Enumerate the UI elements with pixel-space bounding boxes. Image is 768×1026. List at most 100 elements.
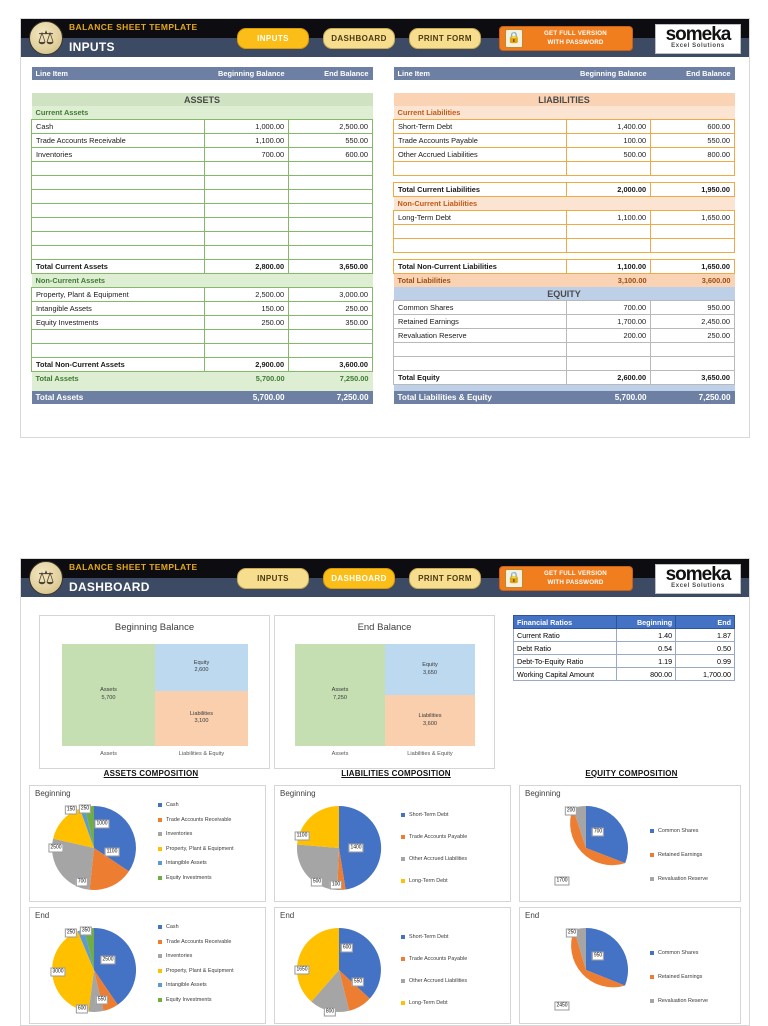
row-end[interactable]: 600.00 [288, 147, 373, 162]
row-beg[interactable]: 100.00 [566, 133, 652, 148]
row-end[interactable] [650, 356, 735, 371]
row-item[interactable] [30, 203, 206, 218]
table-row[interactable] [30, 175, 373, 190]
row-end[interactable]: 600.00 [650, 119, 735, 134]
table-row[interactable]: Intangible Assets 150.00 250.00 [30, 301, 373, 316]
table-row[interactable] [30, 231, 373, 246]
get-full-version-button[interactable]: 🔒 GET FULL VERSION WITH PASSWORD [499, 566, 633, 591]
row-beg[interactable] [204, 203, 290, 218]
row-item[interactable]: Property, Plant & Equipment [30, 287, 206, 302]
row-end[interactable] [650, 238, 735, 253]
row-beg[interactable]: 700.00 [566, 300, 652, 315]
row-end[interactable] [288, 231, 373, 246]
row-beg[interactable] [204, 231, 290, 246]
row-item[interactable] [30, 217, 206, 232]
row-end[interactable] [288, 343, 373, 358]
row-end[interactable] [650, 342, 735, 357]
row-item[interactable]: Long-Term Debt [392, 210, 568, 225]
table-row[interactable]: Property, Plant & Equipment 2,500.00 3,0… [30, 287, 373, 302]
row-item[interactable]: Common Shares [392, 300, 568, 315]
row-item[interactable] [30, 189, 206, 204]
nav-button-dashboard[interactable]: DASHBOARD [323, 568, 395, 589]
row-end[interactable]: 3,000.00 [288, 287, 373, 302]
table-row[interactable]: Trade Accounts Receivable 1,100.00 550.0… [30, 133, 373, 148]
nav-button-inputs[interactable]: INPUTS [237, 568, 309, 589]
table-row[interactable]: Inventories 700.00 600.00 [30, 147, 373, 162]
row-beg[interactable] [566, 161, 652, 176]
row-beg[interactable]: 500.00 [566, 147, 652, 162]
row-end[interactable]: 550.00 [650, 133, 735, 148]
row-item[interactable] [392, 224, 568, 239]
row-item[interactable]: Retained Earnings [392, 314, 568, 329]
row-item[interactable]: Trade Accounts Receivable [30, 133, 206, 148]
table-row[interactable]: Revaluation Reserve 200.00 250.00 [392, 328, 735, 343]
row-item[interactable] [392, 161, 568, 176]
nav-button-print-form[interactable]: PRINT FORM [409, 568, 481, 589]
row-beg[interactable]: 700.00 [204, 147, 290, 162]
table-row[interactable]: Long-Term Debt 1,100.00 1,650.00 [392, 210, 735, 225]
row-end[interactable] [288, 175, 373, 190]
row-item[interactable]: Short-Term Debt [392, 119, 568, 134]
table-row[interactable] [30, 189, 373, 204]
table-row[interactable] [392, 356, 735, 371]
row-beg[interactable]: 1,700.00 [566, 314, 652, 329]
row-beg[interactable] [204, 175, 290, 190]
table-row[interactable]: Equity Investments 250.00 350.00 [30, 315, 373, 330]
row-item[interactable] [30, 329, 206, 344]
row-item[interactable] [392, 238, 568, 253]
table-row[interactable] [30, 245, 373, 260]
get-full-version-button[interactable]: 🔒 GET FULL VERSION WITH PASSWORD [499, 26, 633, 51]
row-beg[interactable]: 1,000.00 [204, 119, 290, 134]
row-item[interactable] [30, 231, 206, 246]
row-beg[interactable]: 1,400.00 [566, 119, 652, 134]
row-beg[interactable]: 200.00 [566, 328, 652, 343]
row-beg[interactable] [204, 329, 290, 344]
row-item[interactable] [392, 356, 568, 371]
row-beg[interactable] [566, 342, 652, 357]
table-row[interactable] [392, 161, 735, 176]
table-row[interactable]: Retained Earnings 1,700.00 2,450.00 [392, 314, 735, 329]
row-beg[interactable] [566, 224, 652, 239]
row-beg[interactable] [204, 161, 290, 176]
row-end[interactable]: 350.00 [288, 315, 373, 330]
row-item[interactable]: Cash [30, 119, 206, 134]
row-end[interactable]: 950.00 [650, 300, 735, 315]
row-item[interactable]: Intangible Assets [30, 301, 206, 316]
table-row[interactable] [392, 238, 735, 253]
nav-button-inputs[interactable]: INPUTS [237, 28, 309, 49]
row-item[interactable]: Revaluation Reserve [392, 328, 568, 343]
table-row[interactable]: Short-Term Debt 1,400.00 600.00 [392, 119, 735, 134]
row-end[interactable]: 250.00 [288, 301, 373, 316]
row-item[interactable] [30, 245, 206, 260]
row-end[interactable] [288, 217, 373, 232]
table-row[interactable] [30, 329, 373, 344]
row-beg[interactable]: 2,500.00 [204, 287, 290, 302]
table-row[interactable] [392, 224, 735, 239]
table-row[interactable]: Common Shares 700.00 950.00 [392, 300, 735, 315]
row-beg[interactable] [204, 189, 290, 204]
table-row[interactable] [30, 343, 373, 358]
row-end[interactable] [650, 224, 735, 239]
row-beg[interactable] [204, 217, 290, 232]
table-row[interactable] [30, 217, 373, 232]
row-end[interactable]: 550.00 [288, 133, 373, 148]
row-beg[interactable]: 250.00 [204, 315, 290, 330]
row-beg[interactable] [204, 343, 290, 358]
nav-button-dashboard[interactable]: DASHBOARD [323, 28, 395, 49]
row-end[interactable] [288, 245, 373, 260]
row-beg[interactable] [566, 238, 652, 253]
nav-button-print-form[interactable]: PRINT FORM [409, 28, 481, 49]
row-item[interactable] [30, 175, 206, 190]
row-beg[interactable] [566, 356, 652, 371]
row-beg[interactable]: 1,100.00 [204, 133, 290, 148]
table-row[interactable]: Trade Accounts Payable 100.00 550.00 [392, 133, 735, 148]
row-end[interactable] [288, 161, 373, 176]
table-row[interactable]: Cash 1,000.00 2,500.00 [30, 119, 373, 134]
row-beg[interactable]: 1,100.00 [566, 210, 652, 225]
row-end[interactable]: 800.00 [650, 147, 735, 162]
row-item[interactable] [392, 342, 568, 357]
row-beg[interactable]: 150.00 [204, 301, 290, 316]
row-item[interactable] [30, 343, 206, 358]
row-end[interactable]: 250.00 [650, 328, 735, 343]
row-end[interactable] [288, 189, 373, 204]
